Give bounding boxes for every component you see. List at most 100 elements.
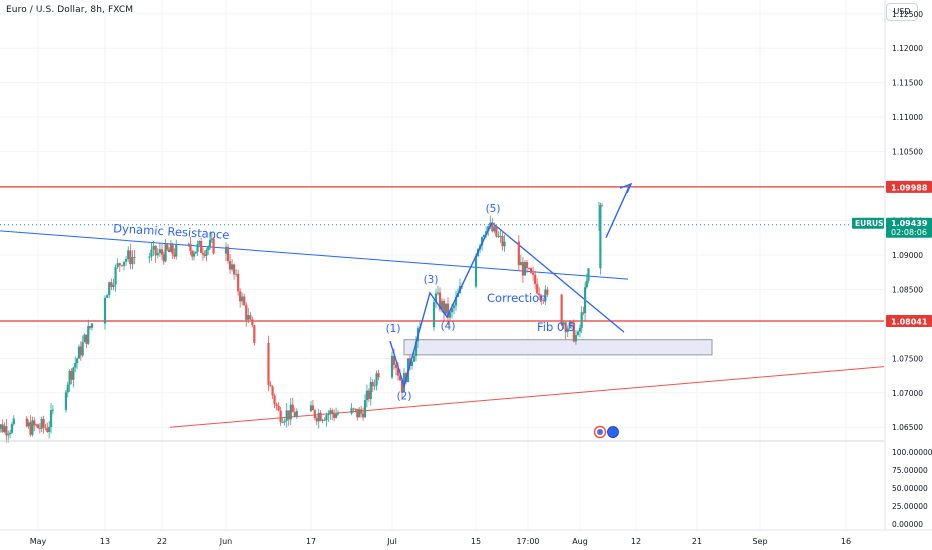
x-tick-label: 13 (100, 537, 110, 546)
candle-body (369, 382, 372, 400)
candle-body (446, 303, 450, 318)
candle-body (321, 419, 324, 421)
candle-body (501, 236, 504, 247)
candles (0, 201, 604, 443)
x-tick-label: Jul (386, 537, 397, 546)
demand-zone (403, 339, 713, 356)
candle-body (87, 326, 90, 344)
wave-label: (1) (386, 323, 401, 335)
candle-body (158, 249, 161, 254)
candle-body (49, 410, 53, 428)
candle-body (497, 236, 500, 238)
event-flag-icon (607, 426, 619, 438)
candle-body (354, 408, 357, 410)
candle-body (44, 427, 47, 429)
candle-body (207, 247, 210, 250)
candle-body (396, 367, 400, 376)
indicator-tick-label: 100.00000 (892, 448, 932, 457)
candle-body (546, 289, 549, 295)
candle-body (474, 256, 478, 287)
candle-body (410, 361, 414, 366)
y-tick-label: 1.11500 (892, 79, 923, 88)
candle-body (279, 410, 282, 423)
candle-body (572, 322, 575, 342)
candle-body (489, 222, 492, 227)
wave-label: (2) (397, 391, 412, 403)
candle-body (239, 291, 242, 302)
candle-body (187, 243, 190, 245)
candle-body (394, 364, 398, 368)
candle-body (336, 413, 340, 415)
candle-body (90, 323, 94, 328)
y-tick-label: 1.07500 (892, 354, 923, 363)
candle-body (81, 342, 84, 356)
x-tick-label: 15 (471, 537, 481, 546)
candle-body (243, 296, 246, 306)
candle-body (8, 432, 12, 435)
candle-body (452, 305, 456, 309)
candle-body (519, 262, 522, 266)
candle-body (327, 414, 330, 416)
y-tick-label: 1.07000 (892, 389, 923, 398)
candle-body (201, 252, 204, 255)
candle-body (277, 405, 280, 411)
key-level-value: 1.08041 (891, 318, 928, 327)
event-flag-inner (597, 429, 603, 436)
x-tick-label: 21 (692, 537, 702, 546)
candle-body (271, 386, 274, 396)
currency-button[interactable]: USD (886, 3, 918, 21)
y-tick-label: 1.08500 (892, 285, 923, 294)
candle-body (317, 412, 320, 422)
candle-body (106, 295, 109, 298)
candle-body (442, 300, 446, 314)
y-tick-label: 1.06500 (892, 423, 923, 432)
candle-body (203, 254, 206, 256)
wave-label: (5) (486, 203, 501, 215)
current-price-value: 1.09439 (891, 219, 928, 228)
candle-body (578, 327, 582, 332)
candle-body (31, 420, 34, 435)
candle-body (247, 315, 250, 320)
candle-body (1, 424, 4, 432)
candle-body (538, 293, 541, 296)
candle-body (51, 409, 54, 411)
candle-body (79, 346, 82, 356)
candle-body (313, 410, 316, 418)
candle-body (120, 265, 123, 267)
candle-body (295, 411, 298, 417)
candle-body (444, 303, 448, 314)
correction-trend-line (491, 222, 625, 333)
x-tick-label: Aug (572, 537, 588, 546)
candle-body (371, 382, 374, 387)
candle-body (198, 241, 201, 245)
candle-body (331, 410, 334, 415)
candle-body (564, 322, 567, 333)
candle-body (108, 282, 111, 296)
candle-body (599, 205, 602, 269)
bar-countdown: 02:08:06 (891, 228, 927, 237)
candle-body (481, 237, 484, 246)
candle-body (448, 312, 452, 318)
candle-body (36, 424, 40, 429)
candle-body (483, 234, 486, 238)
demand-zone-layer (403, 339, 713, 356)
candle-body (273, 395, 276, 405)
candle-body (83, 334, 86, 343)
candle-body (289, 404, 292, 420)
candle-body (0, 424, 2, 429)
x-tick-label: 16 (841, 537, 851, 546)
candle-body (27, 422, 30, 427)
candle-body (160, 249, 164, 255)
candle-body (200, 241, 203, 253)
candle-body (582, 312, 585, 314)
candle-body (358, 409, 361, 418)
candle-body (414, 341, 418, 356)
candle-body (48, 427, 51, 432)
x-tick-label: May (30, 537, 47, 546)
grid (0, 0, 884, 530)
candle-body (438, 292, 442, 310)
candle-body (495, 226, 498, 237)
candle-body (329, 410, 332, 415)
candle-body (309, 405, 313, 412)
